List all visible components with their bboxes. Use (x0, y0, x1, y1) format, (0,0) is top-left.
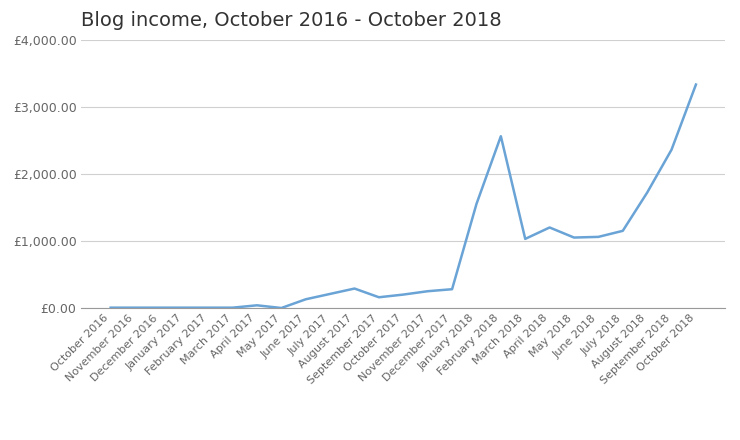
Text: Blog income, October 2016 - October 2018: Blog income, October 2016 - October 2018 (81, 11, 502, 30)
